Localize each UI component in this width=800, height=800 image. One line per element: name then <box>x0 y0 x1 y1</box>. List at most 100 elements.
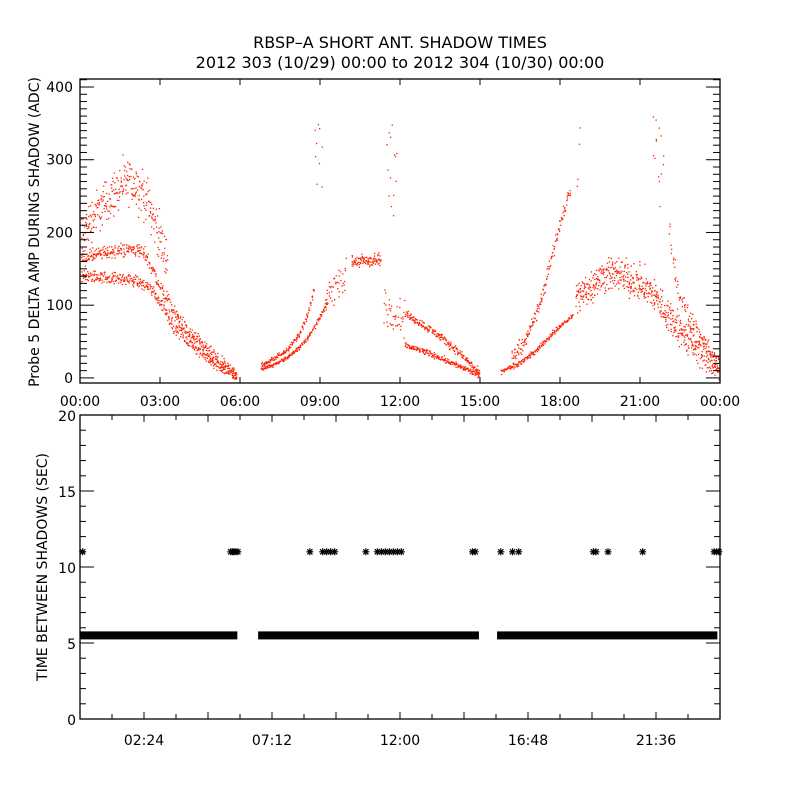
data-point <box>196 335 199 338</box>
data-point <box>165 272 167 274</box>
data-point <box>375 260 377 262</box>
data-point <box>133 182 135 185</box>
data-point <box>281 359 284 362</box>
data-point <box>313 290 315 292</box>
data-point <box>100 254 102 256</box>
data-point <box>448 343 450 345</box>
data-point <box>541 298 543 300</box>
data-point <box>268 366 270 369</box>
data-point <box>220 366 222 368</box>
data-point <box>611 266 613 268</box>
data-point <box>146 182 148 184</box>
data-point <box>142 280 144 282</box>
x-tick-label: 21:00 <box>620 394 660 410</box>
data-point <box>396 325 398 327</box>
data-point <box>645 296 647 299</box>
data-point <box>160 241 162 243</box>
data-point <box>193 348 195 350</box>
data-point <box>324 306 326 308</box>
data-point <box>461 367 463 369</box>
data-point <box>467 360 469 362</box>
data-point <box>700 334 702 336</box>
data-point <box>561 322 563 324</box>
data-point <box>138 186 141 188</box>
data-point <box>457 352 459 354</box>
data-point <box>664 310 666 312</box>
data-point <box>675 328 677 331</box>
data-point <box>623 278 625 280</box>
data-point <box>467 361 469 363</box>
data-point <box>180 330 183 332</box>
data-point <box>314 156 317 158</box>
data-point <box>426 327 428 329</box>
data-point <box>111 246 113 248</box>
data-point <box>191 345 193 348</box>
data-point <box>675 330 677 332</box>
data-point <box>600 286 602 288</box>
data-point <box>699 367 701 369</box>
data-point <box>424 353 426 355</box>
data-point <box>526 356 528 358</box>
data-point <box>288 348 290 350</box>
data-point <box>161 287 164 290</box>
data-point <box>156 297 158 299</box>
data-point <box>409 314 412 316</box>
data-point <box>177 315 179 317</box>
data-point <box>279 354 281 356</box>
data-point <box>693 328 695 330</box>
data-point <box>354 258 356 260</box>
data-point <box>86 279 89 281</box>
data-point <box>220 370 222 372</box>
data-point <box>296 350 298 352</box>
data-point <box>462 369 464 371</box>
data-point <box>652 155 655 157</box>
data-point <box>523 340 525 343</box>
data-point <box>157 215 159 217</box>
data-point <box>319 317 321 319</box>
data-point <box>581 296 583 298</box>
data-point <box>236 374 238 376</box>
data-point <box>542 294 544 296</box>
data-point <box>474 371 476 373</box>
data-point <box>230 371 232 373</box>
data-point <box>283 358 285 360</box>
data-point <box>104 181 106 183</box>
data-point <box>588 288 590 290</box>
data-point <box>695 342 697 344</box>
data-point <box>711 359 713 361</box>
data-point <box>477 371 479 373</box>
data-point <box>639 278 641 280</box>
data-point <box>215 365 217 367</box>
data-point <box>296 347 298 349</box>
data-point <box>530 354 532 356</box>
data-point <box>293 339 296 341</box>
data-point <box>262 368 264 371</box>
data-point <box>585 297 587 299</box>
data-point <box>378 259 380 261</box>
data-point <box>403 311 405 314</box>
data-point <box>620 261 622 264</box>
data-point <box>209 358 212 360</box>
data-point <box>467 368 469 370</box>
data-point <box>717 358 720 361</box>
data-point <box>204 354 207 356</box>
data-point <box>192 336 194 339</box>
data-point <box>120 181 123 184</box>
data-point <box>89 275 91 277</box>
data-point <box>229 370 231 372</box>
data-point <box>186 338 188 340</box>
data-point <box>395 315 397 317</box>
data-point <box>340 280 342 282</box>
data-point <box>451 346 453 348</box>
data-point <box>667 312 669 314</box>
data-point <box>145 209 147 211</box>
data-point <box>655 297 657 299</box>
data-point <box>704 364 706 366</box>
data-point <box>715 368 718 370</box>
data-point <box>541 300 543 302</box>
asterisk-marker <box>373 548 381 556</box>
data-point <box>199 347 201 350</box>
data-point <box>99 277 102 279</box>
data-point <box>351 256 354 258</box>
data-point <box>163 305 165 307</box>
